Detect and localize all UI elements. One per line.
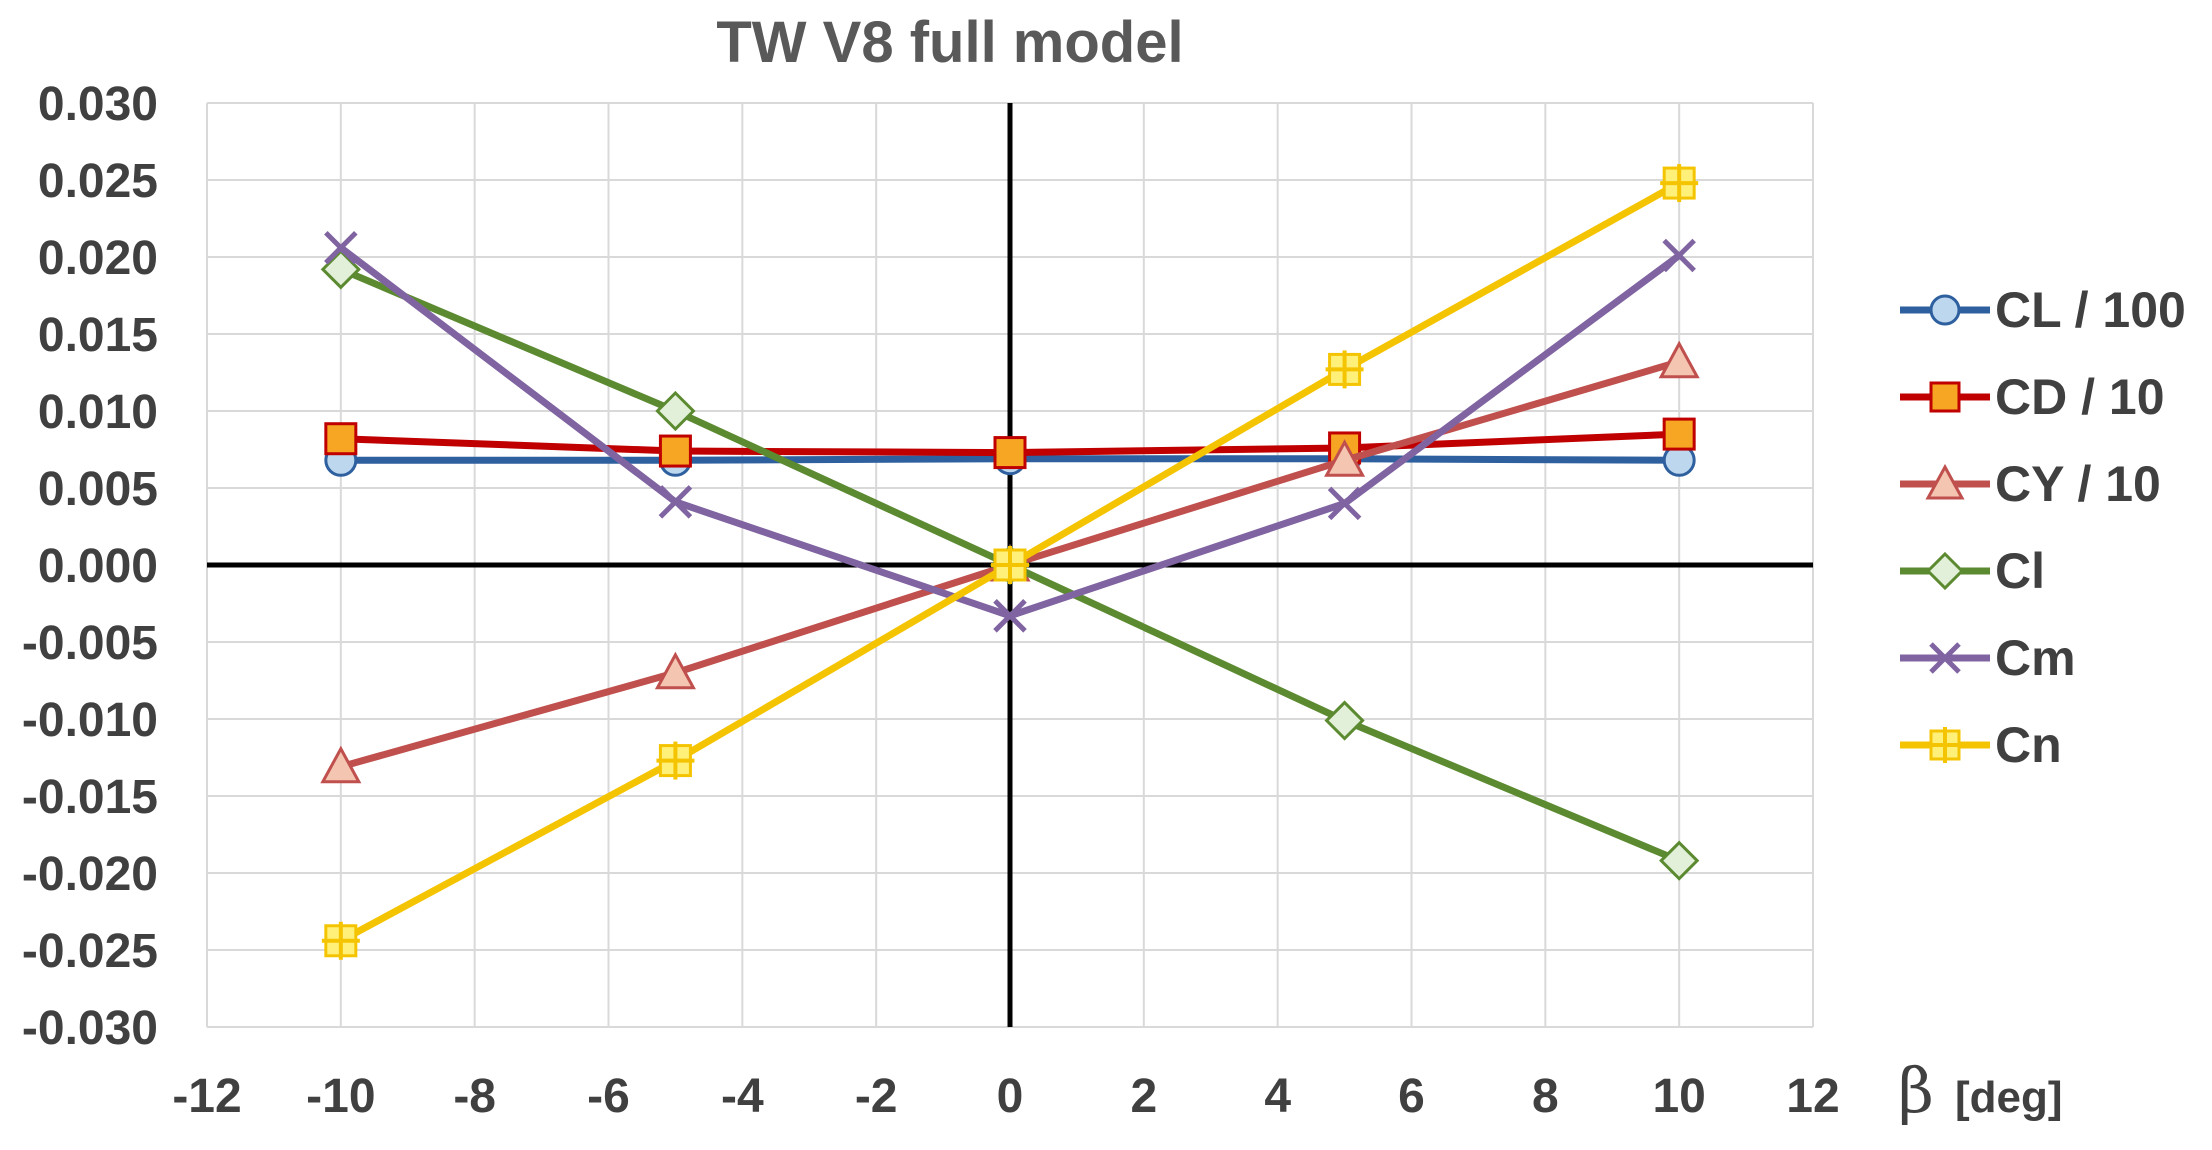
legend-item-cm: Cm bbox=[1900, 630, 2076, 686]
x-tick-label: 2 bbox=[1130, 1070, 1157, 1123]
data-point-cy-10 bbox=[1658, 340, 1700, 379]
x-tick-label: -4 bbox=[721, 1070, 764, 1123]
legend-label: Cm bbox=[1995, 630, 2076, 686]
legend-label: CL / 100 bbox=[1995, 282, 2186, 338]
data-point-cy-10 bbox=[320, 745, 362, 784]
x-tick-label: 10 bbox=[1652, 1070, 1705, 1123]
y-tick-label: 0.005 bbox=[38, 463, 158, 516]
legend-item-cy-10: CY / 10 bbox=[1900, 456, 2161, 512]
legend-marker bbox=[1927, 727, 1963, 763]
legend-marker bbox=[1929, 642, 1961, 674]
y-tick-label: 0.030 bbox=[38, 78, 158, 131]
y-tick-label: 0.020 bbox=[38, 232, 158, 285]
data-point-cm bbox=[658, 485, 693, 519]
legend-label: Cn bbox=[1995, 717, 2062, 773]
x-marker-stroke bbox=[324, 230, 358, 265]
x-marker-stroke bbox=[1327, 486, 1362, 521]
y-tick-label: 0.025 bbox=[38, 155, 158, 208]
x-marker-stroke bbox=[1929, 642, 1961, 674]
x-marker-stroke bbox=[658, 485, 693, 519]
x-tick-label: 6 bbox=[1398, 1070, 1425, 1123]
x-tick-label: 0 bbox=[997, 1070, 1024, 1123]
x-axis-symbol: β bbox=[1898, 1054, 1934, 1127]
legend-item-cl: Cl bbox=[1900, 543, 2045, 599]
data-point-cd-10 bbox=[324, 422, 358, 456]
x-tick-label: -6 bbox=[587, 1070, 630, 1123]
x-marker-stroke bbox=[1662, 238, 1696, 273]
legend-label: CD / 10 bbox=[1995, 369, 2165, 425]
data-point-cn bbox=[991, 546, 1029, 584]
x-tick-labels: -12 -10 -8 -6 -4 -2 0 2 4 6 8 10 12 bbox=[172, 1070, 1839, 1123]
data-point-cl bbox=[320, 249, 361, 290]
legend-marker bbox=[1925, 463, 1965, 500]
data-point-cd-10 bbox=[1662, 417, 1696, 451]
y-tick-label: 0.015 bbox=[38, 309, 158, 362]
x-tick-label: -2 bbox=[855, 1070, 898, 1123]
data-point-cn bbox=[656, 741, 695, 780]
x-tick-label: -10 bbox=[306, 1070, 375, 1123]
legend-marker bbox=[1929, 381, 1961, 413]
chart-title: TW V8 full model bbox=[716, 10, 1183, 75]
x-tick-label: -8 bbox=[453, 1070, 496, 1123]
legend-marker bbox=[1925, 551, 1965, 591]
data-point-cd-10 bbox=[658, 434, 692, 468]
y-tick-labels: 0.030 0.025 0.020 0.015 0.010 0.005 0.000 -0.00… bbox=[22, 78, 158, 1055]
series-cm bbox=[324, 230, 1696, 633]
x-tick-label: 4 bbox=[1264, 1070, 1291, 1123]
legend-label: Cl bbox=[1995, 543, 2045, 599]
series-cn bbox=[321, 164, 1699, 960]
data-point-cn bbox=[1325, 350, 1364, 389]
legend-item-cd-10: CD / 10 bbox=[1900, 369, 2165, 425]
y-tick-label: -0.020 bbox=[22, 848, 158, 901]
data-point-cy-10 bbox=[654, 651, 696, 690]
legend: CL / 100 CD / 10 CY / 10 Cl Cm Cn bbox=[1900, 282, 2186, 773]
data-point-cl bbox=[1659, 840, 1700, 881]
y-tick-label: 0.000 bbox=[38, 540, 158, 593]
data-point-cl bbox=[655, 390, 696, 432]
x-marker-stroke bbox=[993, 599, 1027, 633]
y-tick-label: -0.005 bbox=[22, 617, 158, 670]
legend-item-cl-100: CL / 100 bbox=[1900, 282, 2186, 338]
data-point-cd-10 bbox=[993, 436, 1027, 470]
legend-marker bbox=[1929, 294, 1961, 326]
data-point-cm bbox=[1662, 238, 1696, 273]
data-point-cl bbox=[1324, 700, 1365, 741]
y-tick-label: -0.025 bbox=[22, 925, 158, 978]
y-tick-label: 0.010 bbox=[38, 386, 158, 439]
x-tick-label: 8 bbox=[1532, 1070, 1559, 1123]
data-point-cm bbox=[324, 230, 358, 265]
x-axis-unit: [deg] bbox=[1955, 1073, 2063, 1122]
data-point-cy-10 bbox=[1324, 439, 1366, 477]
data-point-cn bbox=[321, 921, 360, 960]
y-tick-label: -0.015 bbox=[22, 771, 158, 824]
data-point-cm bbox=[993, 599, 1027, 633]
y-tick-label: -0.030 bbox=[22, 1002, 158, 1055]
data-point-cn bbox=[1660, 164, 1699, 203]
legend-label: CY / 10 bbox=[1995, 456, 2161, 512]
data-point-cm bbox=[1327, 486, 1362, 521]
x-tick-label: 12 bbox=[1786, 1070, 1839, 1123]
legend-item-cn: Cn bbox=[1900, 717, 2062, 773]
x-tick-label: -12 bbox=[172, 1070, 241, 1123]
series-cd-10 bbox=[324, 417, 1696, 470]
y-tick-label: -0.010 bbox=[22, 694, 158, 747]
series-group bbox=[320, 164, 1700, 960]
